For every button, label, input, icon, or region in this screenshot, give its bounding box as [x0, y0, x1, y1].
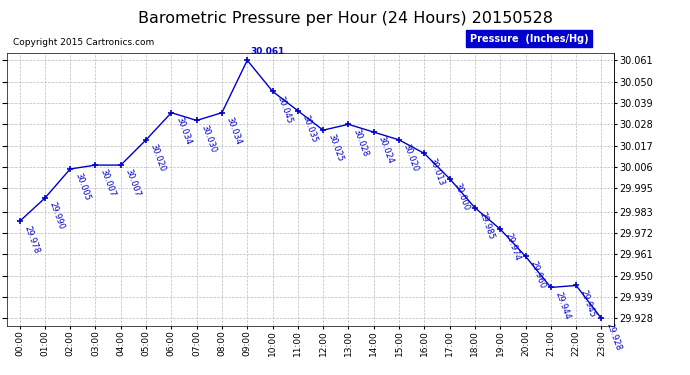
Text: 30.045: 30.045 — [275, 94, 294, 124]
Text: 30.000: 30.000 — [453, 182, 471, 212]
Text: 30.024: 30.024 — [377, 135, 395, 165]
Text: 30.020: 30.020 — [402, 142, 420, 173]
Text: 30.034: 30.034 — [174, 116, 193, 146]
Text: Copyright 2015 Cartronics.com: Copyright 2015 Cartronics.com — [13, 38, 155, 47]
Text: 29.974: 29.974 — [503, 232, 522, 262]
Text: 30.061: 30.061 — [250, 47, 284, 56]
Text: 30.005: 30.005 — [73, 172, 91, 202]
Text: 29.945: 29.945 — [579, 288, 598, 318]
Text: 30.028: 30.028 — [351, 127, 370, 158]
Text: 30.007: 30.007 — [98, 168, 117, 198]
Text: 30.030: 30.030 — [199, 123, 218, 154]
Text: 29.985: 29.985 — [477, 211, 496, 241]
Text: 30.034: 30.034 — [225, 116, 243, 146]
Text: 30.025: 30.025 — [326, 133, 344, 163]
Text: 29.928: 29.928 — [604, 321, 622, 352]
Text: 29.960: 29.960 — [529, 259, 546, 290]
Text: 30.020: 30.020 — [149, 142, 167, 173]
Text: 29.944: 29.944 — [553, 290, 572, 320]
Text: Barometric Pressure per Hour (24 Hours) 20150528: Barometric Pressure per Hour (24 Hours) … — [137, 11, 553, 26]
Text: 30.035: 30.035 — [301, 114, 319, 144]
Text: Pressure  (Inches/Hg): Pressure (Inches/Hg) — [470, 34, 589, 44]
Text: 29.978: 29.978 — [22, 224, 41, 255]
Text: 29.990: 29.990 — [48, 201, 66, 231]
Text: 30.013: 30.013 — [427, 156, 446, 187]
Text: 30.007: 30.007 — [124, 168, 142, 198]
